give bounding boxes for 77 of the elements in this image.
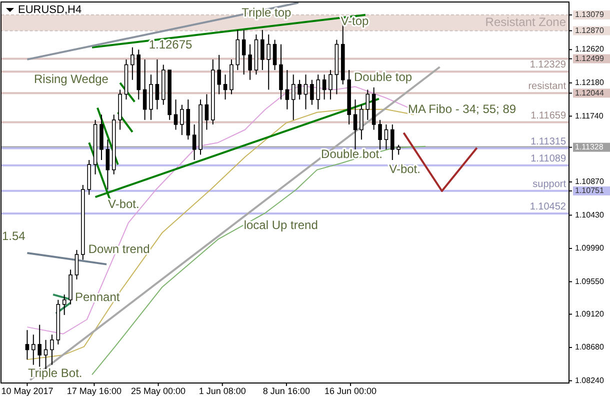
candlestick — [50, 334, 54, 366]
y-tick-label: 1.12180 — [575, 78, 604, 87]
candlestick — [366, 89, 370, 120]
annotation: Triple Bot. — [28, 366, 82, 380]
candlestick — [32, 334, 36, 366]
x-tick-label: 10 May 2017 — [1, 386, 54, 396]
candlestick — [353, 99, 358, 150]
candlestick — [378, 119, 382, 150]
ref-line-label: 1.11315 — [530, 136, 566, 148]
ref-line-label: 1.11659 — [530, 110, 566, 122]
candlestick — [298, 79, 302, 100]
ref-line-label: support — [532, 178, 566, 190]
x-tick-label: 25 May 00:00 — [131, 386, 186, 396]
y-tick-label: 1.10751 — [575, 186, 604, 196]
ref-line-label: 1.10452 — [530, 202, 566, 213]
annotation: Rising Wedge — [34, 72, 109, 86]
candlestick — [360, 104, 364, 140]
candlestick — [74, 249, 79, 280]
annotation: 1.54 — [2, 229, 26, 244]
candlestick — [248, 44, 252, 80]
candlestick — [384, 124, 388, 150]
candlestick — [291, 74, 296, 120]
candlestick — [130, 46, 134, 80]
y-tick-label: 1.11740 — [575, 111, 604, 120]
y-tick-label: 1.09550 — [575, 276, 604, 286]
y-tick-label: 1.08680 — [575, 342, 604, 352]
x-tick-label: 16 Jun 00:00 — [324, 386, 377, 396]
ref-line-label: resistant — [528, 81, 566, 92]
candlestick — [62, 294, 66, 316]
annotation: V-top — [340, 14, 370, 28]
y-tick-label: 1.12499 — [575, 54, 604, 63]
candlestick — [192, 124, 196, 160]
candlestick — [390, 124, 394, 160]
y-tick-label: 1.12044 — [575, 88, 604, 98]
annotation: 1.12675 — [148, 38, 193, 52]
annotation: local Up trend — [244, 218, 318, 232]
y-tick-label: 1.12870 — [575, 26, 604, 35]
candlestick — [272, 39, 277, 71]
candlestick — [304, 74, 308, 110]
candlestick — [180, 104, 184, 136]
y-tick-label: 1.08240 — [575, 376, 604, 385]
y-tick-label: 1.09120 — [575, 309, 604, 318]
y-tick-label: 1.12620 — [575, 44, 604, 54]
y-tick-label: 1.10430 — [575, 210, 604, 220]
candlestick — [328, 70, 332, 100]
x-tick-label: 1 Jun 08:00 — [198, 386, 246, 396]
y-tick-label: 1.13079 — [575, 10, 604, 20]
y-tick-label: 1.09990 — [575, 244, 604, 253]
ref-line-label: 1.11089 — [530, 153, 566, 164]
x-tick-label: 8 Jun 16:00 — [262, 386, 310, 396]
candlestick — [217, 54, 221, 95]
x-tick-label: 17 May 16:00 — [66, 386, 122, 396]
annotation: MA Fibo - 34; 55; 89 — [408, 102, 516, 116]
candlestick — [316, 74, 320, 110]
band-label: Resistant Zone — [485, 15, 566, 29]
candlestick — [260, 29, 264, 71]
candlestick — [155, 58, 160, 110]
candlestick — [223, 74, 228, 100]
annotation: V-bot. — [389, 162, 420, 176]
y-tick-label: 1.10870 — [575, 177, 604, 186]
candlestick — [322, 74, 326, 100]
candlestick — [25, 330, 30, 360]
chart-title: EURUSD,H4 — [18, 4, 82, 16]
annotation: V-bot. — [108, 197, 140, 212]
annotation: Down trend — [88, 242, 150, 256]
y-tick-label: 1.11328 — [575, 142, 604, 152]
candlestick — [396, 144, 400, 156]
candlestick — [310, 79, 314, 106]
candlestick — [242, 29, 246, 76]
annotation: Double top — [354, 70, 412, 84]
candlestick — [142, 58, 147, 120]
candlestick — [285, 70, 290, 110]
candlestick — [106, 139, 110, 190]
candlestick — [174, 99, 178, 130]
ref-line-label: 1.12329 — [530, 60, 566, 71]
candlestick — [204, 94, 209, 130]
candlestick — [266, 34, 271, 90]
